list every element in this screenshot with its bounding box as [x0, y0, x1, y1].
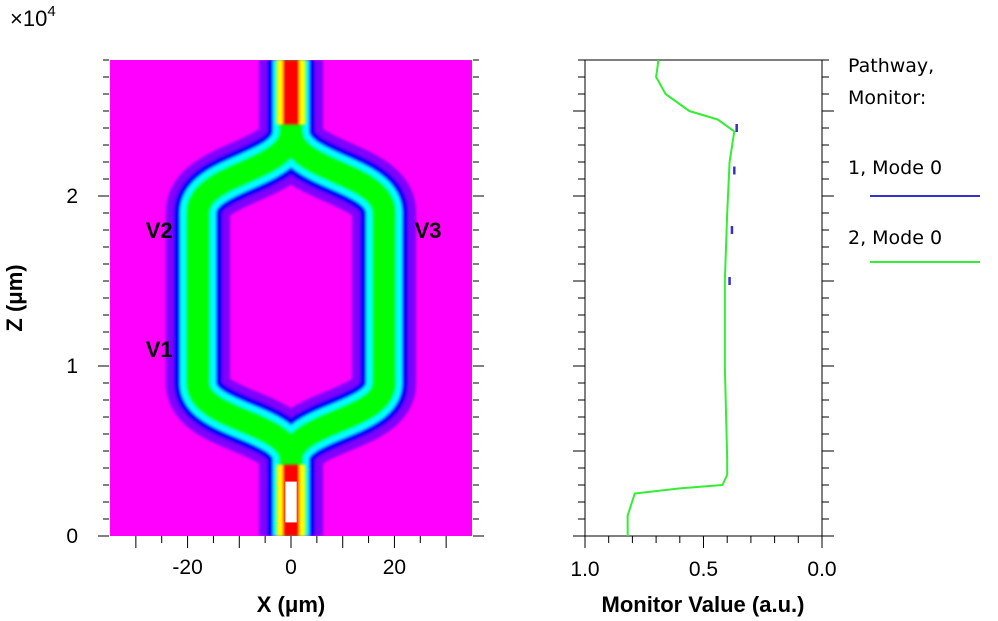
- monitor-x-tick-label: 0.5: [689, 558, 718, 581]
- y-tick-label: 2: [66, 185, 78, 208]
- monitor-ticks: 1.0 0.5 0.0: [570, 59, 837, 581]
- y-multiplier-base: ×10: [10, 6, 47, 31]
- monitor-x-tick-label: 1.0: [570, 558, 599, 581]
- y-axis-title: Z (μm): [2, 264, 27, 331]
- waveguide-annotations: V1 V2 V3: [146, 218, 442, 362]
- annotation-v2: V2: [146, 218, 173, 243]
- legend: Pathway, Monitor: 1, Mode 0 2, Mode 0: [848, 55, 980, 263]
- y-multiplier-label: ×104: [10, 3, 56, 31]
- monitor-x-tick-label: 0.0: [807, 558, 836, 581]
- x-tick-label: 0: [285, 556, 297, 579]
- core-peak: [285, 481, 297, 523]
- heatmap-ticks: 0 1 2 -20 0 20: [66, 59, 484, 579]
- y-tick-label: 0: [66, 525, 78, 548]
- heatmap-field: [110, 60, 472, 536]
- annotation-v1: V1: [146, 337, 173, 362]
- annotation-v3: V3: [415, 218, 442, 243]
- x-axis-title-left: X (μm): [257, 592, 325, 617]
- monitor-lines: [626, 59, 738, 536]
- y-tick-label: 1: [66, 355, 78, 378]
- monitor-frame: [584, 59, 823, 537]
- x-axis-title-right: Monitor Value (a.u.): [602, 592, 805, 617]
- legend-title-line2: Monitor:: [848, 87, 926, 109]
- field-band-3: [278, 60, 397, 536]
- legend-entry-2-label: 2, Mode 0: [848, 227, 942, 249]
- legend-title-line1: Pathway,: [848, 55, 934, 77]
- heatmap-panel: 0 1 2 -20 0 20 V1 V2 V3: [66, 59, 484, 579]
- monitor-panel: 1.0 0.5 0.0: [570, 59, 837, 581]
- legend-entry-1-label: 1, Mode 0: [848, 157, 942, 179]
- field-bands: [165, 60, 417, 536]
- series-2-mode-0-line: [626, 59, 736, 536]
- x-tick-label: 20: [383, 556, 406, 579]
- y-multiplier-exponent: 4: [47, 3, 55, 20]
- core-red-1: [282, 60, 300, 125]
- x-tick-label: -20: [172, 556, 202, 579]
